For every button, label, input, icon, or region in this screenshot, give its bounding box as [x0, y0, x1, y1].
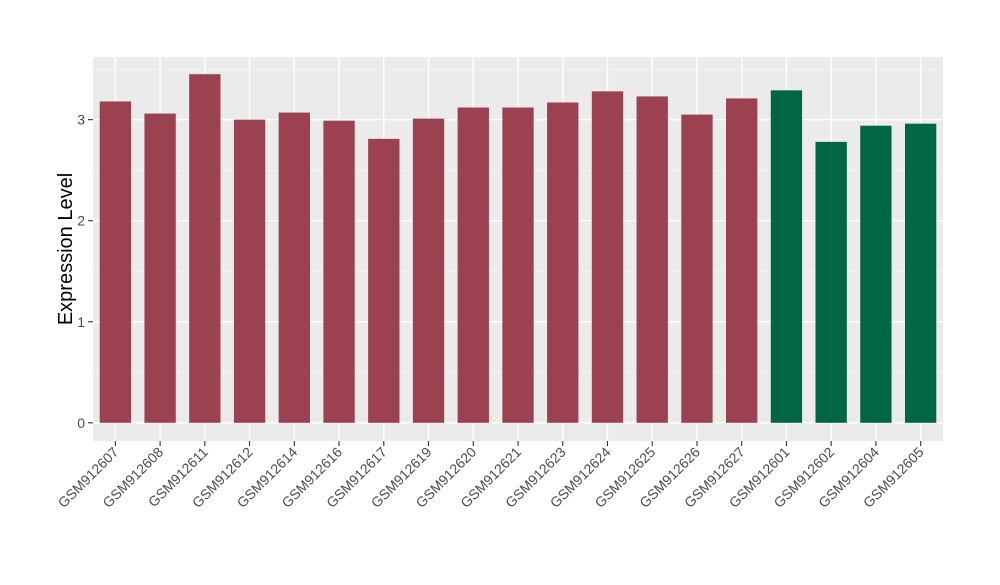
x-axis: GSM912607GSM912608GSM912611GSM912612GSM9… [55, 441, 927, 511]
y-axis-label: Expression Level [55, 173, 77, 325]
bar-GSM912616 [323, 120, 355, 423]
bar-GSM912601 [770, 90, 803, 423]
bar-GSM912627 [726, 98, 758, 423]
bar-GSM912619 [412, 118, 445, 423]
bar-GSM912602 [815, 141, 847, 423]
bar-GSM912617 [368, 138, 400, 423]
bar-GSM912605 [904, 123, 937, 423]
bar-GSM912621 [502, 107, 534, 423]
y-axis: 0 1 2 3 [77, 112, 93, 431]
bars [99, 74, 937, 423]
bar-GSM912607 [99, 101, 132, 423]
bar-GSM912620 [457, 107, 489, 423]
y-tick-label: 0 [77, 415, 85, 431]
bar-GSM912611 [189, 74, 221, 423]
bar-GSM912626 [681, 114, 713, 423]
bar-GSM912612 [233, 119, 266, 423]
bar-GSM912625 [636, 96, 668, 423]
y-tick-label: 2 [77, 213, 85, 229]
bar-GSM912608 [144, 113, 176, 423]
bar-GSM912623 [547, 102, 579, 423]
bar-GSM912624 [591, 91, 624, 423]
y-tick-label: 1 [77, 314, 85, 330]
bar-GSM912614 [278, 112, 310, 423]
bar-GSM912604 [860, 125, 892, 423]
y-tick-label: 3 [77, 112, 85, 128]
